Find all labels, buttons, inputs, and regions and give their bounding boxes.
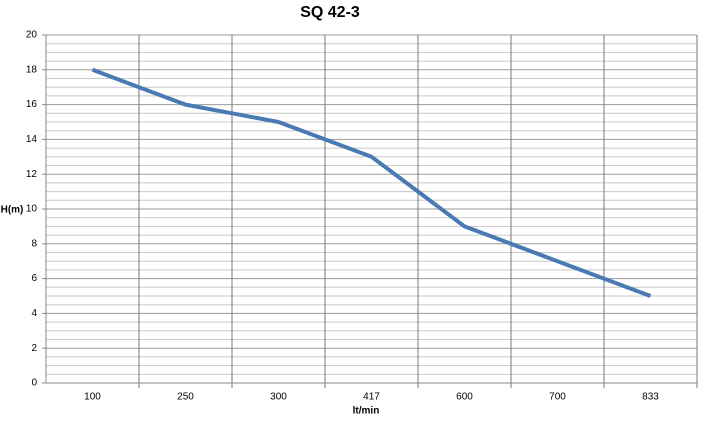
y-tick-label: 8 [31,238,37,249]
y-axis-label: H(m) [1,205,24,216]
y-tick-label: 6 [31,273,37,284]
data-line [91,67,652,298]
x-tick-label: 100 [84,392,101,403]
chart-title: SQ 42-3 [300,4,360,21]
y-tick-label: 0 [31,378,37,389]
x-axis-label: lt/min [353,406,380,417]
x-tick-label: 700 [549,392,566,403]
y-tick-label: 12 [26,169,38,180]
y-tick-label: 14 [26,134,38,145]
x-tick-label: 417 [363,392,380,403]
y-tick-label: 2 [31,343,37,354]
y-tick-label: 16 [26,99,38,110]
y-tick-label: 20 [26,30,38,41]
x-tick-label: 600 [456,392,473,403]
y-tick-label: 18 [26,64,38,75]
x-tick-label: 250 [177,392,194,403]
x-tick-label: 300 [270,392,287,403]
x-tick-label: 833 [642,392,659,403]
y-tick-label: 4 [31,308,37,319]
y-tick-label: 10 [26,204,38,215]
